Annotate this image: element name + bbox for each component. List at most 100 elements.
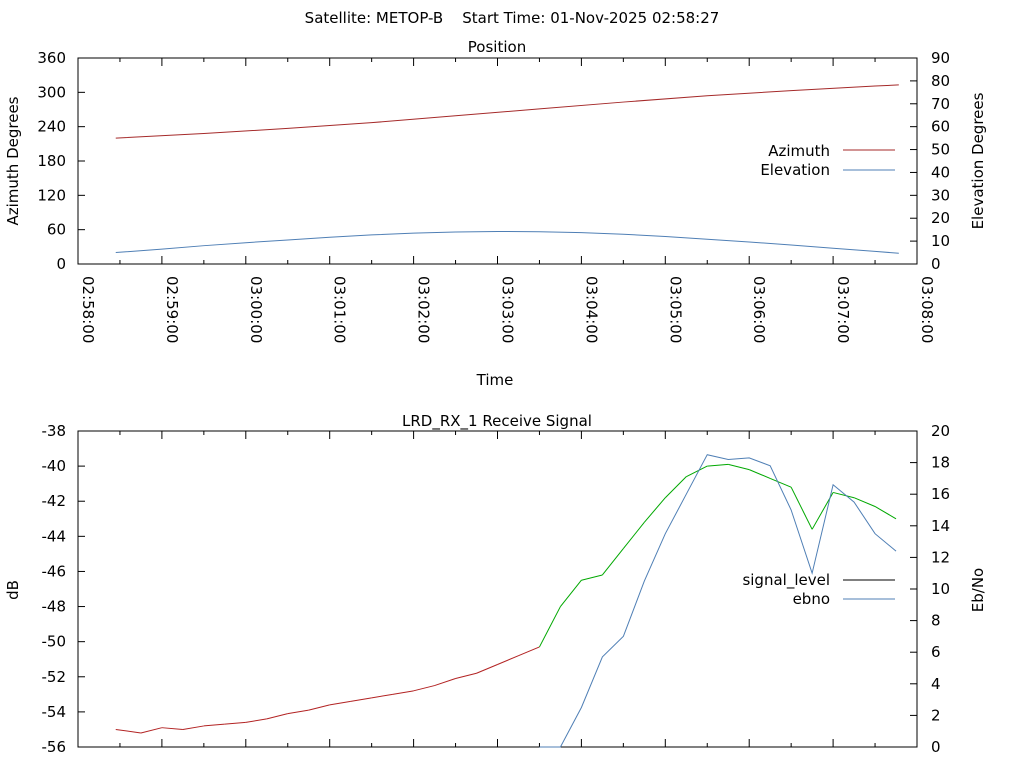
p1-right-y-tick-label: 50 [931,141,950,159]
series-line-signal-level-segment [476,664,498,674]
p1-right-y-tick-label: 90 [931,49,950,67]
legend-label-azimuth: Azimuth [768,142,830,160]
p1-x-tick-label: 03:05:00 [666,276,684,343]
p2-left-y-tick-label: -38 [42,422,67,440]
p1-left-y-tick-label: 60 [47,221,66,239]
p1-x-tick-label: 03:08:00 [918,276,936,343]
p1-x-tick-label: 02:59:00 [163,276,181,343]
p1-left-y-tick-label: 300 [37,83,66,101]
p2-left-y-tick-label: -40 [42,457,67,475]
p1-left-y-tick-label: 240 [37,118,66,136]
p1-right-y-tick-label: 40 [931,163,950,181]
series-line-signal-level-segment [560,579,582,607]
p2-left-y-tick-label: -48 [42,598,67,616]
series-line-signal-level-segment [707,463,729,467]
p2-right-y-tick-label: 14 [931,517,950,535]
p1-x-tick-label: 03:02:00 [415,276,433,343]
p1-x-tick-label: 03:00:00 [247,276,265,343]
position-chart-title: Position [468,38,526,56]
p2-left-y-tick-label: -54 [42,703,67,721]
series-line-signal-level-segment [686,465,708,478]
receive-signal-chart: LRD_RX_1 Receive Signal -56 -54 -52 -50 -48 -… [4,412,987,756]
p1-x-tick-label: 03:01:00 [331,276,349,343]
receive-signal-left-y-ticks: -56 -54 -52 -50 -48 -46 -44 -42 -40 -38 [42,422,85,756]
p2-right-y-tick-label: 2 [931,706,941,724]
series-line-signal-level-segment [413,685,435,692]
series-line-ebno [539,454,897,748]
series-line-signal-level-segment [455,672,477,680]
series-line-signal-level-segment [769,477,792,488]
series-line-elevation [115,230,899,254]
p1-x-tick-label: 03:03:00 [499,276,517,343]
series-line-signal-level-segment [497,655,519,665]
position-right-y-axis-label: Elevation Degrees [969,92,987,229]
p2-left-y-tick-label: -56 [42,738,67,756]
p2-right-y-tick-label: 12 [931,548,950,566]
receive-signal-series [115,454,897,748]
p2-right-y-tick-label: 20 [931,422,950,440]
series-line-signal-level-segment [434,678,456,687]
p2-left-y-tick-label: -50 [42,633,67,651]
series-line-signal-level-segment [728,463,750,471]
legend-label-ebno: ebno [793,590,830,608]
p1-left-y-tick-label: 120 [37,186,66,204]
series-line-signal-level-segment [287,709,309,715]
position-right-y-ticks: 0 10 20 30 40 50 60 70 80 90 [910,49,950,273]
p2-left-y-tick-label: -52 [42,668,67,686]
p1-left-y-tick-label: 180 [37,152,66,170]
series-line-signal-level-segment [601,548,624,576]
series-line-signal-level-segment [790,486,813,530]
series-line-signal-level-segment [266,713,288,720]
header-title: Satellite: METOP-B Start Time: 01-Nov-20… [305,9,720,27]
p1-right-y-tick-label: 30 [931,186,950,204]
series-line-signal-level-segment [371,693,393,699]
series-line-signal-level-segment [664,476,687,499]
series-line-signal-level-segment [350,697,372,702]
receive-signal-plot-frame [77,430,918,748]
series-line-signal-level-segment [329,700,351,706]
p1-x-tick-label: 02:58:00 [79,276,97,343]
position-x-ticks: 02:58:00 02:59:00 03:00:00 03:01:00 03:02:00… [77,58,936,343]
series-line-signal-level-segment [161,727,183,730]
p1-left-y-tick-label: 0 [56,255,66,273]
receive-signal-x-ticks [77,431,918,747]
series-line-signal-level-segment [643,497,666,523]
legend-label-signal-level: signal_level [742,571,830,590]
receive-signal-right-y-ticks: 0 2 4 6 8 10 12 14 16 18 20 [910,422,950,756]
series-line-signal-level-segment [140,727,163,734]
series-line-signal-level-segment [853,497,876,507]
position-chart: Position 02:58:00 02:59:00 03:00:00 03:01:0… [4,38,987,389]
receive-signal-legend: signal_level ebno [742,571,895,608]
series-line-signal-level-segment [203,723,225,727]
series-line-signal-level-segment [749,469,771,479]
p1-right-y-tick-label: 60 [931,118,950,136]
series-line-signal-level-segment [518,646,540,657]
p1-x-tick-label: 03:04:00 [582,276,600,343]
p2-right-y-tick-label: 16 [931,485,950,503]
series-line-signal-level-segment [539,606,561,648]
series-line-signal-level-segment [581,574,603,581]
p2-right-y-tick-label: 10 [931,580,950,598]
series-line-signal-level-segment [392,690,414,695]
series-line-signal-level-segment [224,721,246,725]
p2-right-y-tick-label: 18 [931,454,950,472]
p1-right-y-tick-label: 10 [931,232,950,250]
series-line-azimuth [115,84,899,139]
p2-left-y-tick-label: -46 [42,562,67,580]
p2-right-y-tick-label: 6 [931,643,941,661]
p1-right-y-tick-label: 80 [931,72,950,90]
p1-x-tick-label: 03:06:00 [750,276,768,343]
p2-right-y-tick-label: 0 [931,738,941,756]
position-left-y-ticks: 0 60 120 180 240 300 360 [37,49,85,273]
position-legend: Azimuth Elevation [760,142,895,179]
series-line-signal-level-segment [832,491,855,499]
p1-right-y-tick-label: 0 [931,255,941,273]
series-line-signal-level-segment [874,506,897,520]
receive-signal-right-y-axis-label: Eb/No [969,568,987,612]
series-line-signal-level-segment [182,725,204,730]
receive-signal-chart-title: LRD_RX_1 Receive Signal [402,412,592,431]
p2-right-y-tick-label: 4 [931,675,941,693]
p1-right-y-tick-label: 20 [931,209,950,227]
p1-left-y-tick-label: 360 [37,49,66,67]
